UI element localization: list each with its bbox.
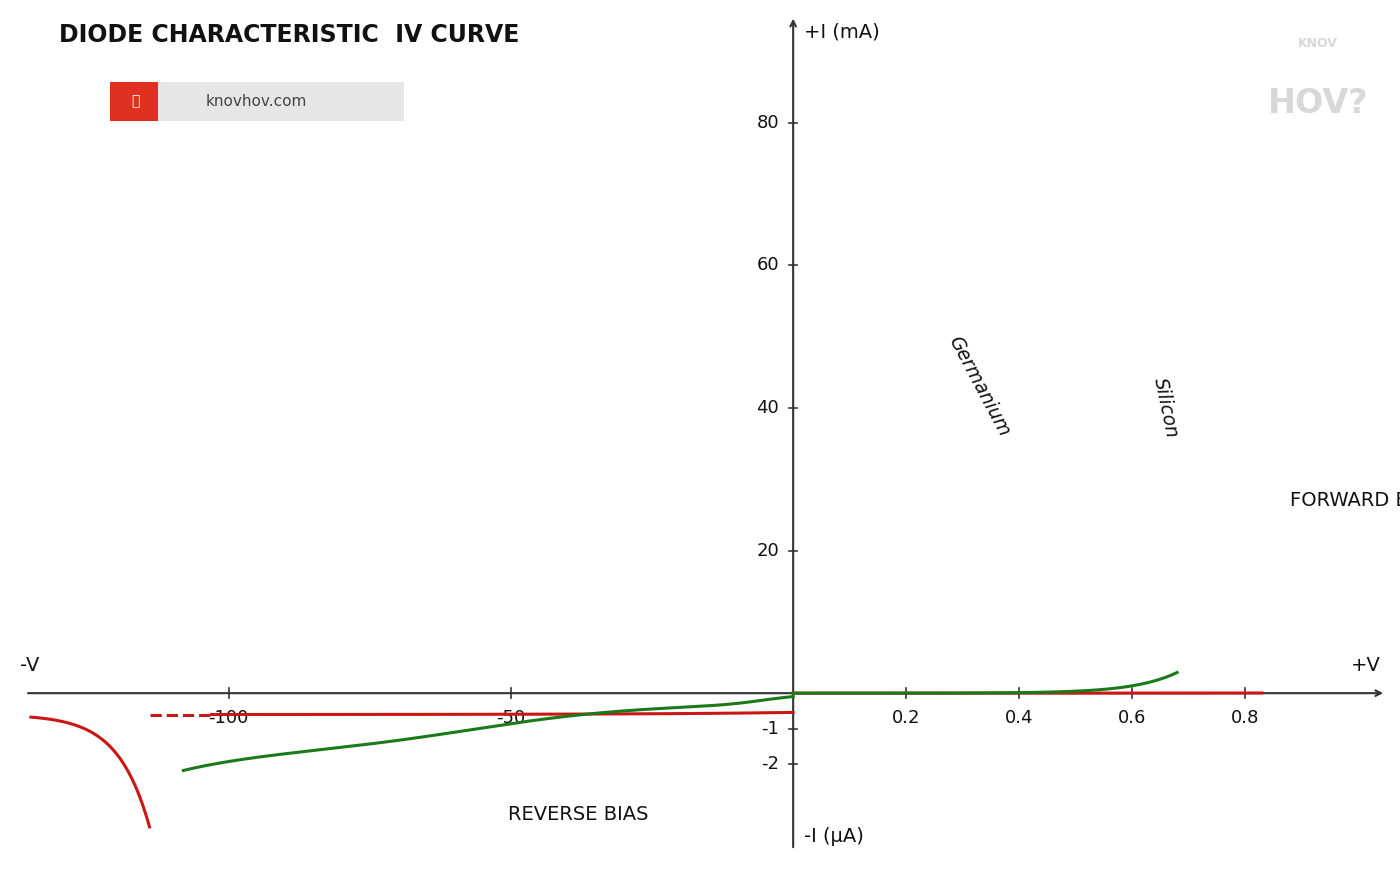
Text: knovhov.com: knovhov.com <box>206 94 308 109</box>
Text: Silicon: Silicon <box>1151 376 1182 440</box>
Text: REVERSE BIAS: REVERSE BIAS <box>508 805 648 824</box>
Text: 0.8: 0.8 <box>1231 709 1259 727</box>
Text: Ⓠ: Ⓠ <box>132 94 140 108</box>
Text: 40: 40 <box>756 399 778 417</box>
Text: +V: +V <box>1351 656 1380 676</box>
Text: 20: 20 <box>756 541 778 560</box>
Text: 0.6: 0.6 <box>1117 709 1147 727</box>
Text: -100: -100 <box>209 709 249 727</box>
Text: -2: -2 <box>762 755 778 773</box>
Text: +I (mA): +I (mA) <box>805 23 881 42</box>
Bar <box>111 82 158 121</box>
Text: -V: -V <box>20 656 39 676</box>
Bar <box>111 82 403 121</box>
Text: -50: -50 <box>496 709 525 727</box>
Text: FORWARD BIAS: FORWARD BIAS <box>1289 491 1400 510</box>
Text: -1: -1 <box>762 720 778 738</box>
Text: DIODE CHARACTERISTIC  IV CURVE: DIODE CHARACTERISTIC IV CURVE <box>59 23 519 47</box>
Text: 0.2: 0.2 <box>892 709 920 727</box>
Text: KNOV: KNOV <box>1298 38 1338 51</box>
Text: -I (μA): -I (μA) <box>805 828 864 847</box>
Text: HOV?: HOV? <box>1268 87 1368 120</box>
Text: 60: 60 <box>756 257 778 274</box>
Text: Germanium: Germanium <box>945 333 1014 440</box>
Text: 0.4: 0.4 <box>1005 709 1033 727</box>
Text: 80: 80 <box>756 113 778 132</box>
